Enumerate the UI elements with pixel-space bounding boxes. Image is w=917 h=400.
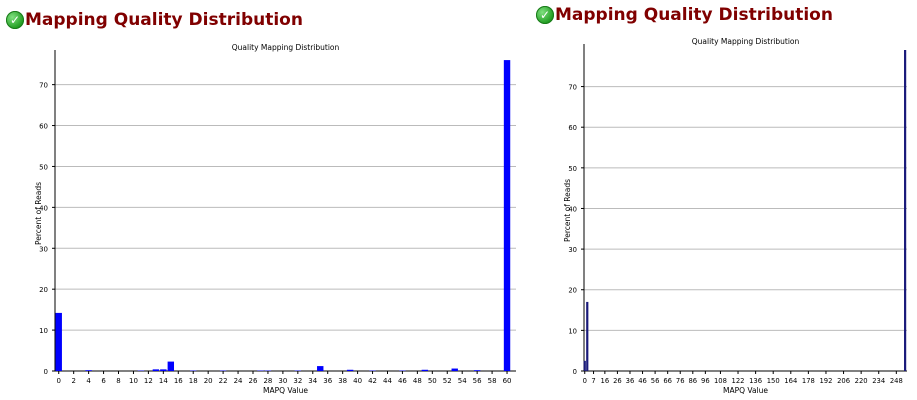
x-tick-label: 48 bbox=[413, 377, 422, 385]
x-tick-label: 206 bbox=[837, 377, 850, 385]
bar bbox=[152, 369, 160, 371]
x-tick-label: 32 bbox=[293, 377, 302, 385]
x-tick-label: 46 bbox=[398, 377, 407, 385]
x-tick-label: 76 bbox=[676, 377, 685, 385]
x-tick-label: 150 bbox=[767, 377, 780, 385]
x-tick-label: 22 bbox=[219, 377, 228, 385]
x-tick-label: 34 bbox=[308, 377, 317, 385]
x-axis-label: MAPQ Value bbox=[723, 386, 768, 395]
x-tick-label: 2 bbox=[71, 377, 75, 385]
bar bbox=[451, 368, 458, 371]
y-tick-label: 40 bbox=[39, 204, 48, 212]
y-tick-label: 20 bbox=[568, 287, 577, 295]
x-tick-label: 60 bbox=[503, 377, 512, 385]
x-tick-label: 40 bbox=[353, 377, 362, 385]
x-tick-label: 66 bbox=[663, 377, 672, 385]
bar bbox=[473, 370, 481, 371]
y-tick-label: 60 bbox=[568, 124, 577, 132]
x-tick-label: 108 bbox=[714, 377, 727, 385]
x-tick-label: 18 bbox=[189, 377, 198, 385]
x-tick-label: 220 bbox=[855, 377, 868, 385]
bar bbox=[583, 360, 586, 371]
x-tick-label: 10 bbox=[129, 377, 138, 385]
x-tick-label: 54 bbox=[458, 377, 467, 385]
x-tick-label: 192 bbox=[819, 377, 832, 385]
x-tick-label: 52 bbox=[443, 377, 452, 385]
y-tick-label: 40 bbox=[568, 205, 577, 213]
bar bbox=[421, 369, 429, 371]
x-tick-label: 4 bbox=[86, 377, 91, 385]
y-axis-label: Percent of Reads bbox=[34, 182, 43, 245]
x-tick-label: 56 bbox=[473, 377, 482, 385]
mapq-panel-1: ✓ Mapping Quality Distribution 0 10 20 30 40… bbox=[6, 10, 516, 395]
x-tick-label: 42 bbox=[368, 377, 377, 385]
mapq-panel-2: ✓ Mapping Quality Distribution 0 10 20 30 40… bbox=[532, 0, 917, 400]
chart-title: Quality Mapping Distribution bbox=[232, 43, 340, 52]
x-tick-label: 46 bbox=[638, 377, 647, 385]
section-title: Mapping Quality Distribution bbox=[25, 10, 303, 30]
y-tick-label: 30 bbox=[568, 246, 577, 254]
x-tick-label: 6 bbox=[101, 377, 106, 385]
section-heading: ✓ Mapping Quality Distribution bbox=[536, 5, 833, 25]
x-tick-label: 16 bbox=[601, 377, 610, 385]
y-tick-label: 50 bbox=[568, 165, 577, 173]
x-tick-label: 44 bbox=[383, 377, 392, 385]
section-heading: ✓ Mapping Quality Distribution bbox=[6, 10, 303, 30]
y-tick-label: 10 bbox=[568, 327, 577, 335]
x-tick-label: 16 bbox=[174, 377, 183, 385]
x-tick-label: 24 bbox=[234, 377, 243, 385]
bar bbox=[503, 60, 511, 371]
x-tick-label: 56 bbox=[651, 377, 660, 385]
bar bbox=[586, 301, 589, 371]
section-title: Mapping Quality Distribution bbox=[555, 5, 833, 25]
y-tick-label: 30 bbox=[39, 245, 48, 253]
x-tick-label: 0 bbox=[57, 377, 61, 385]
x-tick-label: 36 bbox=[626, 377, 635, 385]
check-circle-icon: ✓ bbox=[6, 11, 24, 29]
x-tick-label: 14 bbox=[159, 377, 168, 385]
y-tick-label: 70 bbox=[568, 84, 577, 92]
x-tick-label: 178 bbox=[802, 377, 815, 385]
bar bbox=[317, 366, 324, 371]
x-tick-label: 0 bbox=[583, 377, 587, 385]
y-tick-label: 60 bbox=[39, 123, 48, 131]
x-tick-label: 86 bbox=[688, 377, 697, 385]
y-tick-label: 70 bbox=[39, 82, 48, 90]
x-tick-label: 36 bbox=[323, 377, 332, 385]
x-tick-label: 12 bbox=[144, 377, 153, 385]
x-tick-label: 58 bbox=[488, 377, 497, 385]
bar bbox=[346, 369, 354, 371]
x-tick-label: 50 bbox=[428, 377, 437, 385]
x-tick-label: 8 bbox=[116, 377, 120, 385]
x-tick-label: 7 bbox=[591, 377, 595, 385]
y-tick-label: 50 bbox=[39, 163, 48, 171]
x-tick-label: 26 bbox=[613, 377, 622, 385]
chart-title: Quality Mapping Distribution bbox=[692, 37, 800, 46]
x-tick-label: 38 bbox=[338, 377, 347, 385]
check-circle-icon: ✓ bbox=[536, 6, 554, 24]
x-tick-label: 122 bbox=[732, 377, 745, 385]
y-tick-label: 10 bbox=[39, 327, 48, 335]
bar bbox=[55, 312, 62, 371]
bar bbox=[85, 370, 92, 371]
x-tick-label: 28 bbox=[263, 377, 272, 385]
y-tick-label: 20 bbox=[39, 286, 48, 294]
y-tick-label: 0 bbox=[573, 368, 577, 376]
x-tick-label: 20 bbox=[204, 377, 213, 385]
y-tick-label: 0 bbox=[44, 368, 48, 376]
x-tick-label: 248 bbox=[890, 377, 903, 385]
x-tick-label: 96 bbox=[701, 377, 710, 385]
x-tick-label: 234 bbox=[872, 377, 885, 385]
x-tick-label: 26 bbox=[249, 377, 258, 385]
x-tick-label: 30 bbox=[278, 377, 287, 385]
x-tick-label: 164 bbox=[784, 377, 797, 385]
bar bbox=[904, 50, 907, 371]
bar bbox=[167, 361, 175, 371]
x-tick-label: 136 bbox=[749, 377, 762, 385]
y-axis-label: Percent of Reads bbox=[563, 179, 572, 242]
x-axis-label: MAPQ Value bbox=[263, 386, 308, 395]
bar bbox=[160, 369, 167, 371]
